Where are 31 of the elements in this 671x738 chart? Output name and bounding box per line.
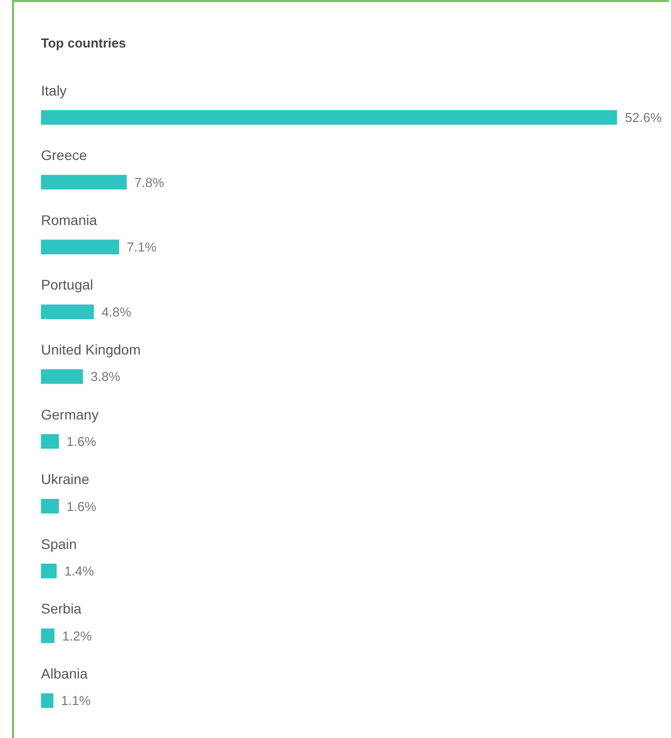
bar [41, 693, 54, 708]
bar [41, 498, 59, 514]
bar [41, 369, 83, 384]
y-tick-label: Albania [41, 665, 88, 682]
data-label: 4.8% [102, 304, 132, 320]
y-tick-label: Portugal [41, 276, 94, 293]
data-label: 52.6% [625, 110, 662, 125]
data-label: 7.1% [126, 240, 157, 255]
y-tick-label: Serbia [41, 600, 82, 617]
bar [41, 628, 54, 644]
y-tick-label: Ukraine [41, 471, 90, 488]
data-label: 7.8% [134, 174, 164, 190]
data-label: 1.1% [61, 693, 92, 708]
y-tick-label: Germany [41, 406, 99, 422]
y-tick-label: Italy [41, 82, 67, 98]
data-label: 3.8% [90, 369, 121, 384]
bar [41, 240, 120, 254]
bar [41, 434, 59, 449]
y-tick-label: United Kingdom [41, 341, 141, 358]
y-tick-label: Greece [41, 147, 88, 164]
data-label: 1.6% [66, 498, 97, 514]
data-label: 1.4% [64, 564, 94, 579]
data-label: 1.2% [62, 628, 92, 644]
y-tick-label: Romania [41, 212, 98, 228]
bar [41, 174, 127, 190]
bar [41, 564, 57, 578]
bar [41, 110, 617, 125]
bar [41, 304, 94, 320]
chart-title: Top countries [41, 36, 126, 51]
data-label: 1.6% [66, 434, 97, 449]
y-tick-label: Spain [41, 536, 77, 552]
